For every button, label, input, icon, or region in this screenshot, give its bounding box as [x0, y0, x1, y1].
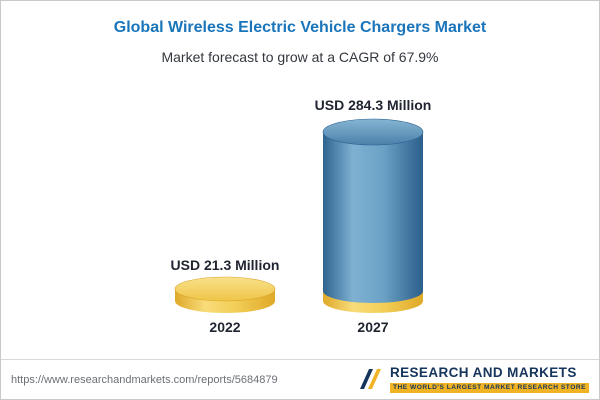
x-label-2027: 2027 [357, 319, 389, 335]
bar-2022 [174, 276, 276, 313]
footer-url: https://www.researchandmarkets.com/repor… [11, 373, 278, 386]
logo-icon [359, 369, 381, 390]
logo-tagline: THE WORLD'S LARGEST MARKET RESEARCH STOR… [389, 382, 589, 393]
logo-text: RESEARCH AND MARKETS THE WORLD'S LARGEST… [389, 365, 589, 393]
value-label-2027: USD 284.3 Million [314, 97, 432, 113]
logo-name: RESEARCH AND MARKETS [389, 365, 577, 381]
chart-subtitle: Market forecast to grow at a CAGR of 67.… [161, 49, 439, 65]
x-label-2022: 2022 [209, 319, 241, 335]
footer: https://www.researchandmarkets.com/repor… [1, 359, 599, 399]
page-title: Global Wireless Electric Vehicle Charger… [113, 19, 487, 36]
bar-2027 [322, 118, 424, 313]
value-label-2022: USD 21.3 Million [170, 257, 280, 273]
brand-logo: RESEARCH AND MARKETS THE WORLD'S LARGEST… [358, 365, 589, 393]
